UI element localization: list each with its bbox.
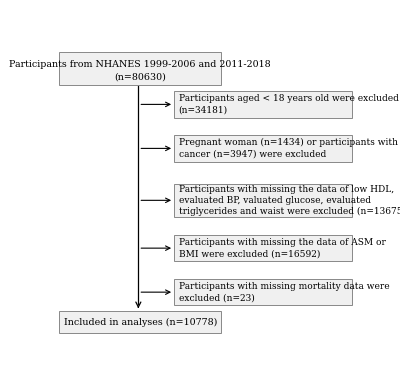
FancyBboxPatch shape (59, 51, 220, 85)
Text: Participants from NHANES 1999-2006 and 2011-2018: Participants from NHANES 1999-2006 and 2… (9, 60, 271, 69)
Text: Participants aged < 18 years old were excluded
(n=34181): Participants aged < 18 years old were ex… (179, 94, 398, 114)
Text: Participants with missing mortality data were
excluded (n=23): Participants with missing mortality data… (179, 282, 389, 302)
Text: Participants with missing the data of ASM or
BMI were excluded (n=16592): Participants with missing the data of AS… (179, 238, 386, 258)
FancyBboxPatch shape (174, 135, 352, 162)
FancyBboxPatch shape (174, 184, 352, 217)
FancyBboxPatch shape (59, 311, 220, 333)
FancyBboxPatch shape (174, 91, 352, 118)
FancyBboxPatch shape (174, 235, 352, 261)
Text: Included in analyses (n=10778): Included in analyses (n=10778) (64, 318, 217, 327)
FancyBboxPatch shape (174, 279, 352, 305)
Text: Pregnant woman (n=1434) or participants with
cancer (n=3947) were excluded: Pregnant woman (n=1434) or participants … (179, 138, 398, 158)
Text: Participants with missing the data of low HDL,
evaluated BP, valuated glucose, e: Participants with missing the data of lo… (179, 185, 400, 216)
Text: (n=80630): (n=80630) (114, 72, 166, 82)
